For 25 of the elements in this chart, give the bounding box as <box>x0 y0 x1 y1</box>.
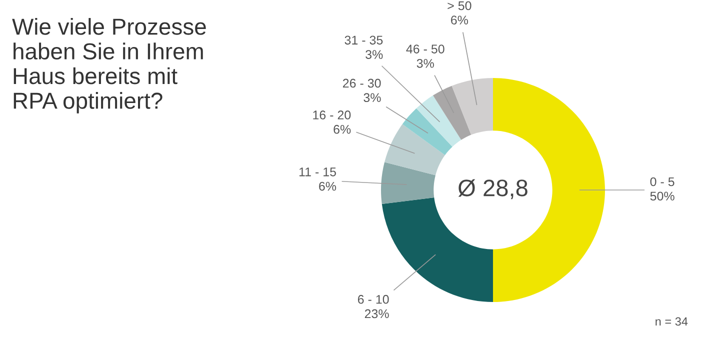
text: n = 34 <box>656 317 688 326</box>
slice-label: 0 - 5 <box>650 177 674 186</box>
slice-label: 6 - 10 <box>358 294 389 304</box>
slice-label: 26 - 30 <box>342 78 381 88</box>
donut-slice <box>432 86 472 140</box>
donut-slice <box>381 162 436 204</box>
data-label: 6% <box>451 16 468 25</box>
slice-label: 31 - 35 <box>344 36 383 45</box>
data-label: 3% <box>416 58 434 68</box>
data-label: 6% <box>319 182 336 191</box>
donut-slice <box>384 124 445 176</box>
donut-slice <box>452 78 493 135</box>
data-label: 23% <box>364 309 389 318</box>
donut-slice <box>416 95 462 147</box>
text: Ø 28,8 <box>458 179 528 200</box>
slice-label: 16 - 20 <box>313 110 351 120</box>
data-label: 6% <box>334 124 351 134</box>
donut-slice <box>402 108 452 156</box>
data-label: 3% <box>366 50 383 59</box>
data-label: 50% <box>650 192 674 201</box>
slice-label: 11 - 15 <box>299 168 336 176</box>
text: Wie viele Prozesse haben Sie in Ihrem Haus bereits mit RPA optimiert? <box>12 18 206 114</box>
data-label: 3% <box>364 93 381 102</box>
slice-label: 46 - 50 <box>406 44 444 54</box>
slice-label: > 50 <box>448 1 472 10</box>
